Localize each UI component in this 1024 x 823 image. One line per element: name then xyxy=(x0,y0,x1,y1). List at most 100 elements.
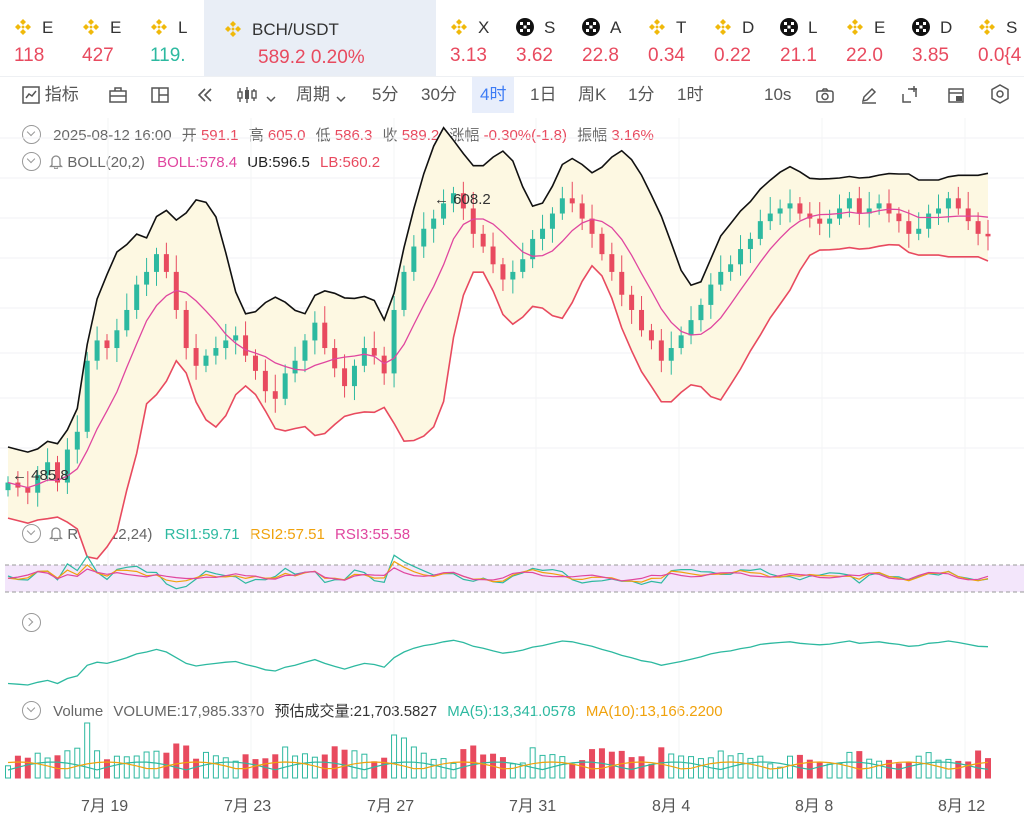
volume-bar xyxy=(103,759,110,779)
candle-body xyxy=(549,213,555,229)
volume-bar xyxy=(460,749,467,779)
volume-bar xyxy=(252,759,259,779)
rewind-icon xyxy=(197,88,212,102)
draw-button[interactable] xyxy=(859,77,879,113)
interval-1h[interactable]: 1时 xyxy=(677,85,704,104)
volume-bar xyxy=(321,754,328,779)
volume-bar xyxy=(836,762,843,779)
interval-1d[interactable]: 1日 xyxy=(530,85,557,104)
ticker-tab[interactable]: E 427 xyxy=(68,0,136,76)
high-label: 高 xyxy=(248,127,264,144)
candle-body xyxy=(728,264,734,272)
candle-body xyxy=(114,330,120,349)
price-chart[interactable] xyxy=(0,118,1024,823)
indicator-button[interactable]: 指标 xyxy=(22,77,79,113)
ticker-tab[interactable]: T 0.34 xyxy=(634,0,700,76)
volume-bar xyxy=(697,758,704,779)
ticker-price: 427 xyxy=(82,45,114,66)
interval-30m[interactable]: 30分 xyxy=(421,85,457,104)
ticker-price: 119. xyxy=(150,45,186,66)
collapse-icon[interactable] xyxy=(22,701,41,720)
settings-button[interactable] xyxy=(990,77,1010,113)
candle-body xyxy=(391,309,397,374)
collapse-icon[interactable] xyxy=(22,152,41,171)
candle-body xyxy=(431,218,437,229)
candle-body xyxy=(807,213,813,219)
ticker-price: 22.0 xyxy=(846,45,883,66)
candle-body xyxy=(817,218,823,224)
period-dropdown[interactable]: 周期 xyxy=(296,77,347,113)
candle-body xyxy=(777,208,783,214)
ticker-tab[interactable]: D 0.22 xyxy=(700,0,766,76)
interval-1m[interactable]: 1分 xyxy=(628,85,655,104)
volume-bar xyxy=(975,750,982,779)
layout-icon xyxy=(151,87,169,103)
ticker-symbol: A xyxy=(610,18,622,37)
volume-bar xyxy=(74,747,81,779)
ticker-tab[interactable]: X 3.13 xyxy=(436,0,502,76)
interval-10s[interactable]: 10s xyxy=(764,85,792,104)
pencil-icon xyxy=(861,87,877,104)
candle-body xyxy=(124,309,130,331)
screenshot-button[interactable] xyxy=(815,77,835,113)
candle-body xyxy=(500,264,506,280)
volume-bar xyxy=(301,753,308,779)
volume-bar xyxy=(94,750,101,779)
volume-ma10: MA(10):13,166.2200 xyxy=(585,703,723,720)
clear-button[interactable] xyxy=(946,77,966,113)
candle-body xyxy=(421,228,427,247)
candle-body xyxy=(460,193,466,209)
ticker-price: 3.62 xyxy=(516,45,553,66)
ticker-tab[interactable]: BCH/USDT 589.2 0.20% xyxy=(204,0,436,76)
collapse-icon[interactable] xyxy=(22,125,41,144)
binance-icon xyxy=(715,19,731,35)
candle-body xyxy=(134,284,140,310)
ticker-tab[interactable]: S 0.0{4 xyxy=(964,0,1024,76)
candle-body xyxy=(332,348,338,369)
interval-week[interactable]: 周K xyxy=(578,85,607,104)
candle-body xyxy=(916,228,922,234)
binance-icon xyxy=(649,19,665,35)
bell-icon[interactable] xyxy=(49,154,64,170)
candle-body xyxy=(668,348,674,361)
ticker-tab[interactable]: L 21.1 xyxy=(766,0,832,76)
ticker-tab[interactable]: D 3.85 xyxy=(898,0,964,76)
interval-4h[interactable]: 4时 xyxy=(472,77,515,113)
rsi3-line xyxy=(7,567,989,582)
ticker-tab[interactable]: A 22.8 xyxy=(568,0,634,76)
rsi2-value: RSI2:57.51 xyxy=(249,526,325,543)
candle-body xyxy=(104,340,110,349)
volume-bar xyxy=(84,722,91,779)
ticker-tab[interactable]: E 118 xyxy=(0,0,68,76)
ticker-tab[interactable]: S 3.62 xyxy=(502,0,568,76)
interval-5m[interactable]: 5分 xyxy=(372,85,399,104)
ticker-tab[interactable]: E 22.0 xyxy=(832,0,898,76)
bell-icon[interactable] xyxy=(49,526,64,542)
replay-button[interactable] xyxy=(195,77,215,113)
candle-body xyxy=(361,348,367,366)
binance-icon xyxy=(451,19,467,35)
volume-ma5: MA(5):13,341.0578 xyxy=(447,703,576,720)
candle-body xyxy=(411,246,417,272)
layout-button[interactable] xyxy=(150,77,170,113)
candle-body xyxy=(975,221,981,234)
collapse-icon[interactable] xyxy=(22,524,41,543)
volume-bar xyxy=(985,758,991,779)
ticker-tab[interactable]: L 119. xyxy=(136,0,204,76)
volume-bar xyxy=(737,753,744,779)
candle-body xyxy=(757,221,763,239)
candle-body xyxy=(64,449,70,483)
low-value: 586.3 xyxy=(334,127,373,144)
candle-body xyxy=(203,355,209,366)
expand-icon[interactable] xyxy=(22,613,41,632)
boll-band-fill xyxy=(8,127,988,559)
briefcase-button[interactable] xyxy=(108,77,128,113)
ticker-symbol: E xyxy=(42,18,54,37)
candle-body xyxy=(896,213,902,222)
volume-bar xyxy=(787,755,794,779)
x-axis-label: 8月 4 xyxy=(652,798,691,815)
ticker-symbol: L xyxy=(178,18,188,37)
chart-type-dropdown[interactable] xyxy=(236,77,277,113)
volume-value: VOLUME:17,985.3370 xyxy=(113,703,265,720)
add-alert-button[interactable] xyxy=(900,77,920,113)
